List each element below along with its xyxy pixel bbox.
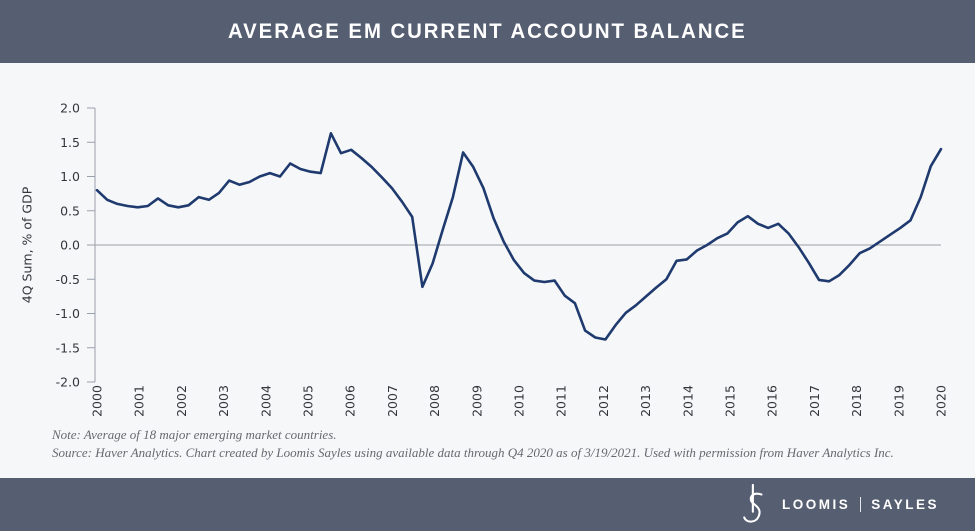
- svg-text:2006: 2006: [343, 385, 358, 417]
- svg-text:2009: 2009: [469, 385, 484, 417]
- svg-text:0.5: 0.5: [60, 203, 80, 218]
- svg-text:2013: 2013: [638, 385, 653, 417]
- svg-text:2018: 2018: [849, 385, 864, 417]
- svg-text:2007: 2007: [385, 385, 400, 417]
- svg-text:2001: 2001: [132, 385, 147, 417]
- ls-monogram-icon: [743, 483, 763, 523]
- svg-text:2.0: 2.0: [60, 101, 80, 116]
- page-title: AVERAGE EM CURRENT ACCOUNT BALANCE: [228, 19, 747, 43]
- svg-text:2015: 2015: [723, 385, 738, 417]
- svg-text:2004: 2004: [258, 385, 273, 417]
- svg-text:2002: 2002: [174, 385, 189, 417]
- svg-text:1.5: 1.5: [60, 135, 80, 150]
- svg-text:2000: 2000: [90, 385, 105, 417]
- svg-text:2008: 2008: [427, 385, 442, 417]
- svg-text:2003: 2003: [216, 385, 231, 417]
- svg-text:0.0: 0.0: [60, 238, 80, 253]
- svg-text:-2.0: -2.0: [56, 375, 80, 390]
- svg-text:2005: 2005: [301, 385, 316, 417]
- brand-bar: LOOMIS SAYLES: [0, 478, 975, 531]
- svg-text:2017: 2017: [807, 385, 822, 417]
- note-line: Note: Average of 18 major emerging marke…: [52, 427, 337, 442]
- svg-text:2012: 2012: [596, 385, 611, 417]
- svg-text:2010: 2010: [512, 385, 527, 417]
- svg-text:2019: 2019: [891, 385, 906, 417]
- svg-text:2016: 2016: [765, 385, 780, 417]
- brand-sayles: SAYLES: [871, 497, 939, 512]
- svg-text:2014: 2014: [680, 385, 695, 417]
- chart-area: 2.0 1.5 1.0 0.5 0.0 -0.5 -1.0 -1.5 -2.0 2000 2001 2…: [0, 63, 975, 478]
- svg-text:2020: 2020: [934, 385, 949, 417]
- chart-footnotes: Note: Average of 18 major emerging marke…: [52, 426, 894, 462]
- svg-text:4Q Sum, % of GDP: 4Q Sum, % of GDP: [20, 186, 35, 303]
- svg-text:-1.5: -1.5: [56, 340, 80, 355]
- loomis-sayles-logo: LOOMIS SAYLES: [734, 483, 939, 527]
- svg-text:-1.0: -1.0: [56, 306, 80, 321]
- line-chart: 2.0 1.5 1.0 0.5 0.0 -0.5 -1.0 -1.5 -2.0 2000 2001 2…: [20, 101, 949, 417]
- brand-loomis: LOOMIS: [781, 497, 851, 512]
- source-line: Source: Haver Analytics. Chart created b…: [52, 445, 894, 460]
- svg-text:1.0: 1.0: [60, 169, 80, 184]
- brand-divider: [860, 497, 862, 512]
- svg-text:-0.5: -0.5: [56, 272, 80, 287]
- title-bar: AVERAGE EM CURRENT ACCOUNT BALANCE: [0, 0, 975, 63]
- svg-text:2011: 2011: [554, 385, 569, 417]
